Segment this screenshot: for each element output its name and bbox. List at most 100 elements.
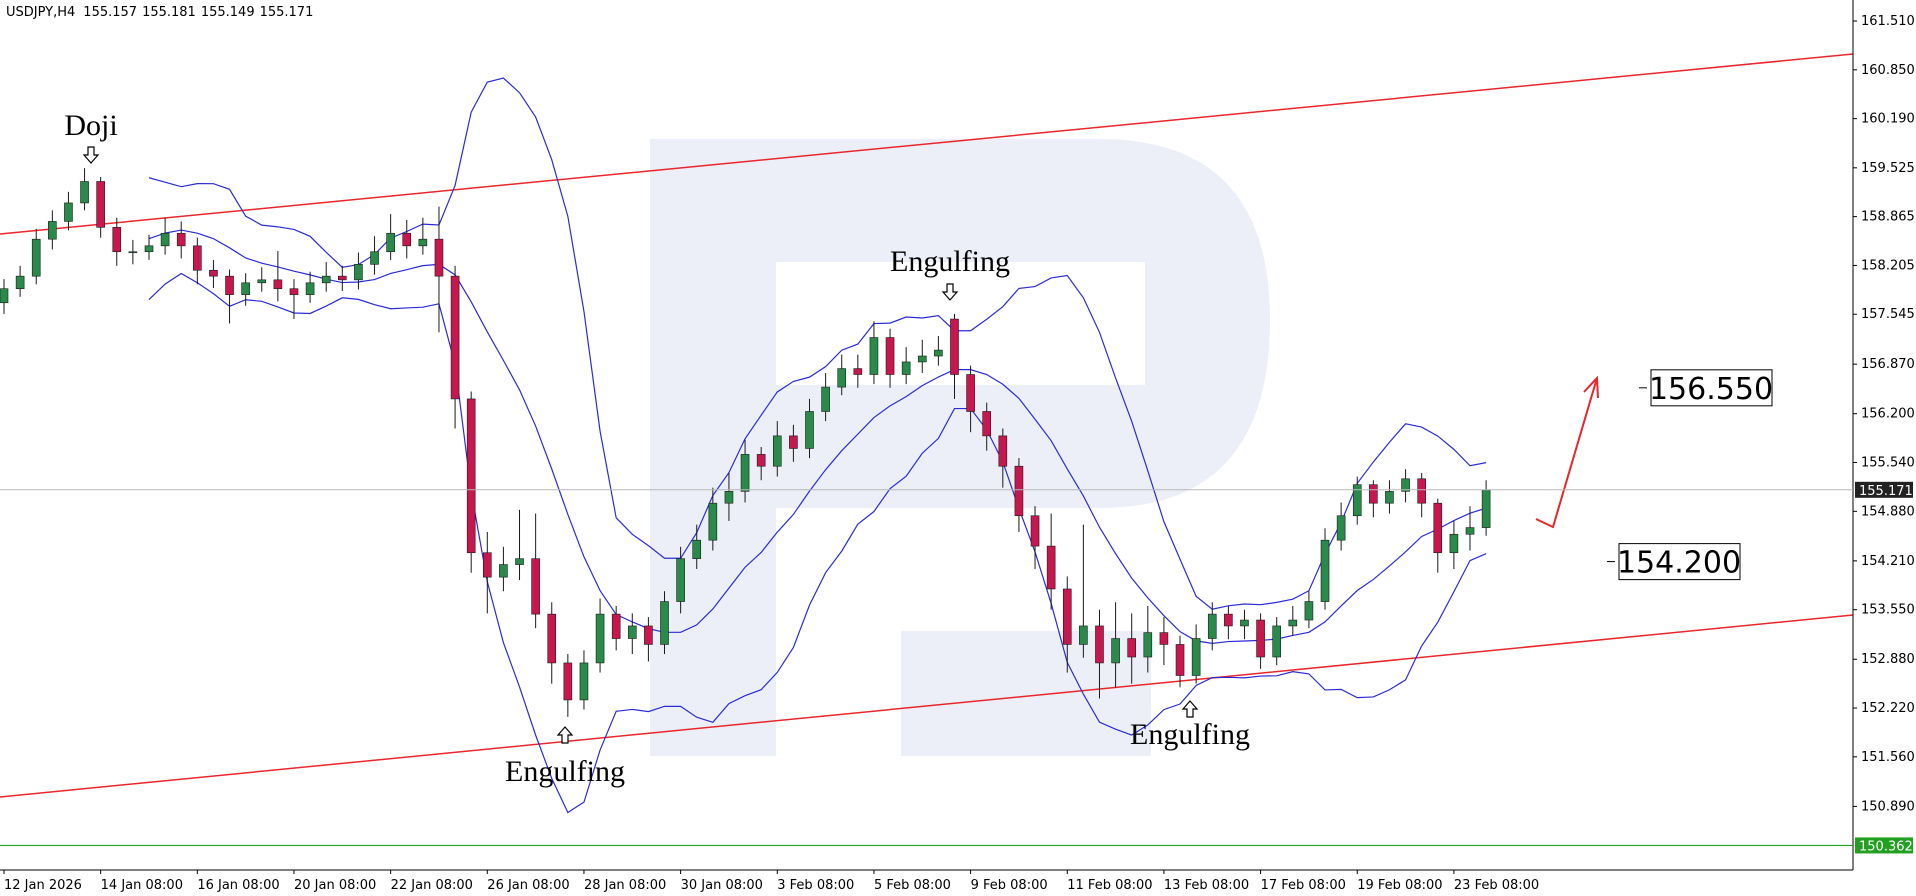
x-tick-label: 19 Feb 08:00 [1357,878,1442,893]
forecast-arrowhead [1583,375,1599,399]
price-label-box [1855,481,1913,498]
candle-body [547,613,557,664]
candle-body [80,181,89,204]
candle-body [676,558,685,602]
candle-body [1481,489,1491,528]
candle-body [1369,484,1378,504]
watermark-leg [901,631,1151,756]
candle-body [1079,625,1088,645]
candle-body [1175,644,1185,676]
y-tick-label: 159.525 [1861,161,1915,176]
y-tick-label: 160.850 [1861,63,1915,78]
candle-body [1256,619,1265,658]
x-tick-label: 26 Jan 08:00 [487,878,569,893]
candle-body [531,558,540,615]
candle-body [1224,613,1233,627]
candle-body [1127,638,1136,658]
candle-body [1449,533,1459,554]
symbol: USDJPY,H4 [6,5,75,20]
x-tick-label: 11 Feb 08:00 [1067,878,1152,893]
y-tick-label: 157.545 [1861,307,1915,322]
candle-body [563,662,573,701]
y-tick-label: 153.550 [1861,603,1915,618]
candle-body [998,435,1008,467]
candle-body [1465,527,1475,535]
support-label: 150.362 [1859,839,1913,854]
candle-body [1111,638,1120,664]
candle-body [321,275,331,284]
candle-body [644,625,653,645]
watermark-bar [650,139,776,756]
candle-body [1143,632,1153,658]
x-tick-label: 28 Jan 08:00 [584,878,666,893]
candle-body [579,662,589,701]
x-tick-label: 5 Feb 08:00 [874,878,951,893]
y-tick-label: 154.880 [1861,504,1915,519]
candle-body [789,435,798,449]
target-box [1618,543,1741,581]
x-tick-label: 9 Feb 08:00 [971,878,1048,893]
candle-body [241,282,250,295]
annotation: Doji [64,109,117,142]
candle-body [1433,502,1443,554]
candle-body [466,398,476,554]
watermark-bowl [776,139,1270,508]
candle-body [869,337,879,375]
price-label: 155.171 [1859,484,1913,499]
candle-body [724,491,734,504]
candle-body [708,502,718,541]
x-tick-label: 22 Jan 08:00 [391,878,473,893]
candle-body [128,251,138,254]
x-tick-label: 14 Jan 08:00 [101,878,183,893]
candle-body [112,227,122,253]
candle-body [1030,515,1040,547]
candle-body [144,245,154,253]
annotation: Engulfing [505,755,625,788]
candle-body [418,238,428,247]
candle-body [338,275,347,281]
x-tick-label: 17 Feb 08:00 [1261,878,1346,893]
candle-body [1336,515,1346,541]
x-tick-label: 12 Jan 2026 [4,878,82,893]
candle-body [0,288,9,304]
candle-body [1288,619,1298,627]
candle-body [950,318,959,375]
candle-body [96,181,105,228]
y-tick-label: 156.870 [1861,357,1915,372]
annotation-arrow [1181,700,1199,718]
channel-upper [0,53,1854,235]
candle-body [611,613,621,639]
y-tick-label: 158.865 [1861,210,1915,225]
x-tick-label: 3 Feb 08:00 [777,878,854,893]
candle-body [1385,491,1394,504]
target-label: 156.550 [1649,372,1773,407]
y-tick-label: 151.560 [1861,750,1915,765]
candle-body [901,361,911,375]
candle-body [1062,588,1072,645]
candle-body [837,368,847,388]
y-tick-label: 152.220 [1861,701,1915,716]
candle-body [1014,465,1024,517]
candle-body [499,564,508,578]
target-label: 154.200 [1617,546,1741,581]
candle-body [354,264,363,281]
candle-body [1046,545,1056,590]
candle-body [450,275,460,400]
annotation: Engulfing [890,245,1010,278]
candle-body [740,454,750,492]
candle-body [982,411,992,437]
candle-body [1095,625,1104,664]
candle-body [515,558,524,565]
candle-body [917,355,927,363]
candle-body [48,221,57,240]
candle-body [660,601,669,645]
candle-body [1272,625,1281,658]
candle-body [853,368,863,375]
candle-body [402,232,412,247]
candle-body [193,245,202,271]
candle-body [1401,478,1410,492]
candle-body [273,279,283,290]
annotation: Engulfing [1130,718,1250,751]
candle-body [305,282,315,295]
annotation-arrow [82,146,100,164]
